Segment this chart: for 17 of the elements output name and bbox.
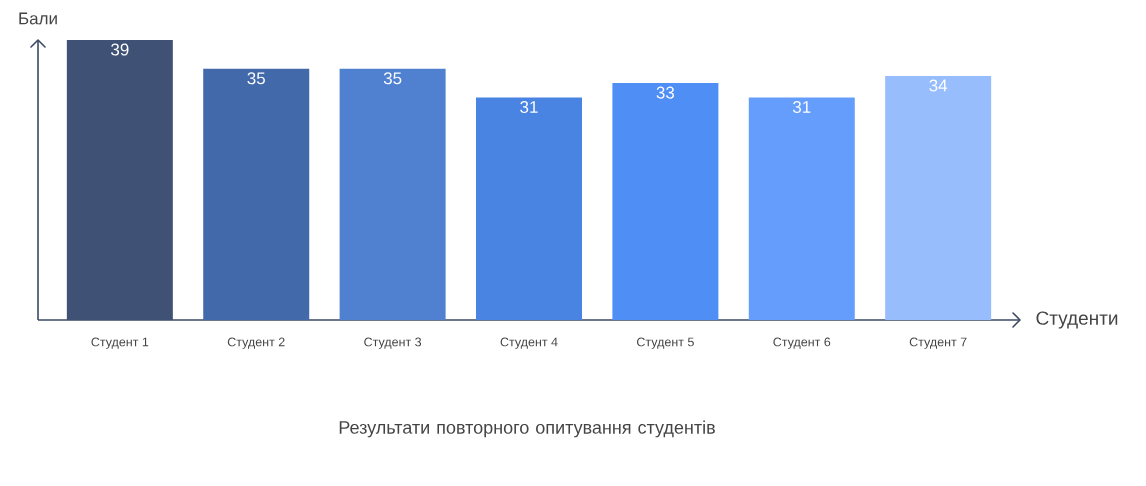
x-tick-label: Студент 7	[909, 337, 967, 349]
data-label: 35	[247, 72, 265, 85]
x-tick-label: Студент 6	[773, 337, 831, 349]
x-tick-label: Студент 1	[91, 337, 149, 349]
text: Результати повторного опитування студентів	[339, 420, 715, 438]
x-tick-label: Студент 5	[637, 337, 694, 349]
data-label: 35	[383, 72, 402, 85]
x-tick-label: Студент 4	[500, 337, 558, 349]
data-label: 34	[929, 79, 948, 92]
x-tick-label: Студент 2	[227, 337, 285, 349]
data-label: 31	[792, 100, 811, 113]
x-tick-label: Студент 3	[364, 337, 422, 349]
data-label: 39	[111, 43, 129, 56]
y-axis-title: Бали	[19, 12, 57, 25]
data-label: 33	[656, 86, 675, 99]
x-axis-title: Студенти	[1036, 311, 1118, 329]
data-label: 31	[520, 100, 538, 113]
